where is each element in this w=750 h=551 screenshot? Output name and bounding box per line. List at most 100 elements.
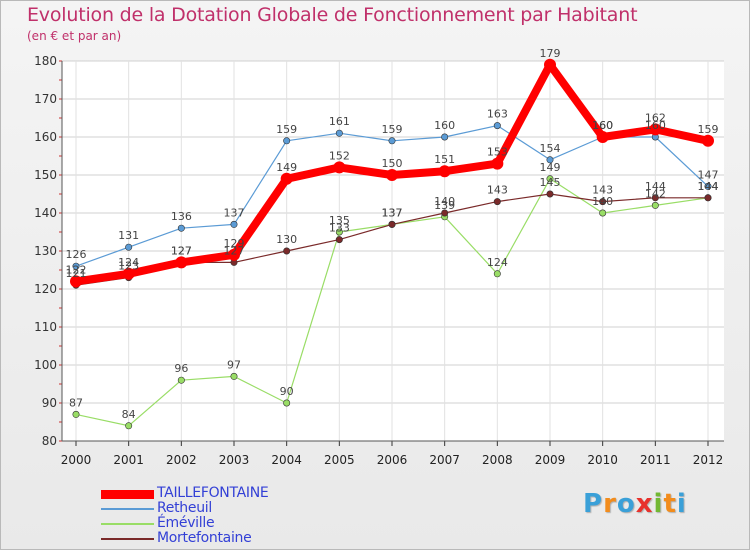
- y-tick-label: 110: [34, 320, 57, 334]
- y-tick-label: 90: [42, 396, 57, 410]
- data-label-emeville: 139: [434, 199, 455, 212]
- data-label-emeville: 124: [487, 256, 508, 269]
- data-label-retheuil: 131: [118, 229, 139, 242]
- legend-item-emeville[interactable]: Éméville: [101, 515, 321, 531]
- data-label-retheuil: 160: [592, 119, 613, 132]
- data-label-retheuil: 136: [171, 210, 192, 223]
- data-point-retheuil: [230, 220, 238, 228]
- data-point-taillefontaine: [649, 123, 662, 136]
- data-label-retheuil: 160: [645, 119, 666, 132]
- legend-swatch-retheuil: [101, 508, 154, 510]
- data-label-mortefontaine: 143: [487, 184, 508, 197]
- data-label-mortefontaine: 127: [171, 244, 192, 257]
- x-tick-label: 2006: [377, 453, 408, 467]
- data-label-taillefontaine: 151: [434, 153, 455, 166]
- data-point-taillefontaine: [280, 172, 293, 185]
- data-point-emeville: [230, 372, 238, 380]
- data-label-emeville: 149: [540, 161, 561, 174]
- data-label-taillefontaine: 152: [329, 149, 350, 162]
- x-tick-label: 2004: [271, 453, 302, 467]
- data-label-mortefontaine: 143: [592, 184, 613, 197]
- data-label-taillefontaine: 149: [276, 161, 297, 174]
- data-point-emeville: [651, 201, 659, 209]
- x-tick-label: 2002: [166, 453, 197, 467]
- data-point-mortefontaine: [704, 194, 712, 202]
- data-label-mortefontaine: 127: [224, 244, 245, 257]
- data-label-taillefontaine: 150: [382, 157, 403, 170]
- data-label-emeville: 97: [227, 358, 241, 371]
- data-label-taillefontaine: 153: [487, 146, 508, 159]
- data-point-emeville: [335, 228, 343, 236]
- data-label-taillefontaine: 124: [118, 256, 139, 269]
- logo-letter: t: [663, 489, 677, 519]
- data-point-retheuil: [441, 133, 449, 141]
- legend-item-mortefontaine[interactable]: Mortefontaine: [101, 530, 321, 546]
- legend-item-retheuil[interactable]: Retheuil: [101, 500, 321, 516]
- y-tick-label: 170: [34, 92, 57, 106]
- data-point-retheuil: [704, 182, 712, 190]
- data-label-mortefontaine: 133: [329, 222, 350, 235]
- logo-letter: i: [653, 489, 664, 519]
- data-label-emeville: 144: [698, 180, 719, 193]
- data-point-taillefontaine: [122, 267, 135, 280]
- data-point-taillefontaine: [491, 157, 504, 170]
- data-point-taillefontaine: [70, 275, 82, 288]
- data-label-taillefontaine: 162: [645, 111, 666, 124]
- logo-letter: i: [676, 489, 687, 519]
- y-tick-label: 120: [34, 282, 57, 296]
- data-label-retheuil: 147: [698, 168, 719, 181]
- x-tick-label: 2009: [535, 453, 566, 467]
- data-point-emeville: [283, 399, 291, 407]
- data-point-retheuil: [283, 137, 291, 145]
- data-label-emeville: 87: [69, 396, 83, 409]
- data-label-taillefontaine: 122: [66, 263, 87, 276]
- legend-item-taillefontaine[interactable]: TAILLEFONTAINE: [101, 485, 321, 501]
- data-label-mortefontaine: 140: [434, 195, 455, 208]
- data-point-taillefontaine: [544, 58, 556, 71]
- x-tick-label: 2007: [429, 453, 460, 467]
- data-point-mortefontaine: [388, 220, 396, 228]
- data-point-mortefontaine: [599, 198, 607, 206]
- x-tick-label: 2003: [219, 453, 250, 467]
- data-label-emeville: 90: [280, 385, 294, 398]
- data-point-taillefontaine: [438, 165, 451, 178]
- data-point-emeville: [599, 209, 607, 217]
- legend-swatch-mortefontaine: [101, 538, 154, 540]
- legend-swatch-emeville: [101, 523, 154, 525]
- data-point-mortefontaine: [493, 198, 501, 206]
- legend-label-emeville: Éméville: [157, 515, 215, 531]
- x-tick-label: 2005: [324, 453, 355, 467]
- data-label-emeville: 140: [592, 195, 613, 208]
- data-point-taillefontaine: [702, 134, 714, 147]
- data-label-taillefontaine: 179: [540, 47, 561, 60]
- data-label-taillefontaine: 129: [224, 237, 245, 250]
- data-label-mortefontaine: 121: [66, 267, 87, 280]
- x-tick-label: 2010: [587, 453, 618, 467]
- data-point-retheuil: [546, 156, 554, 164]
- data-label-retheuil: 159: [382, 123, 403, 136]
- logo-letter: x: [635, 489, 654, 519]
- data-point-emeville: [177, 376, 185, 384]
- logo-letter: P: [583, 489, 604, 519]
- data-label-mortefontaine: 130: [276, 233, 297, 246]
- data-label-mortefontaine: 145: [540, 176, 561, 189]
- legend-label-retheuil: Retheuil: [157, 500, 212, 516]
- data-label-emeville: 142: [645, 187, 666, 200]
- data-point-emeville: [72, 410, 80, 418]
- y-tick-label: 80: [42, 434, 57, 448]
- data-label-retheuil: 163: [487, 108, 508, 121]
- y-tick-label: 130: [34, 244, 57, 258]
- data-point-mortefontaine: [335, 236, 343, 244]
- logo-letter: r: [603, 489, 617, 519]
- x-tick-label: 2000: [61, 453, 92, 467]
- data-point-taillefontaine: [228, 248, 240, 261]
- data-label-taillefontaine: 127: [171, 244, 192, 257]
- data-label-mortefontaine: 137: [382, 206, 403, 219]
- data-label-taillefontaine: 159: [698, 123, 719, 136]
- legend-label-mortefontaine: Mortefontaine: [157, 530, 252, 546]
- data-label-mortefontaine: 144: [698, 180, 719, 193]
- x-tick-label: 2011: [640, 453, 671, 467]
- legend-swatch-taillefontaine: [101, 490, 154, 499]
- data-label-retheuil: 159: [276, 123, 297, 136]
